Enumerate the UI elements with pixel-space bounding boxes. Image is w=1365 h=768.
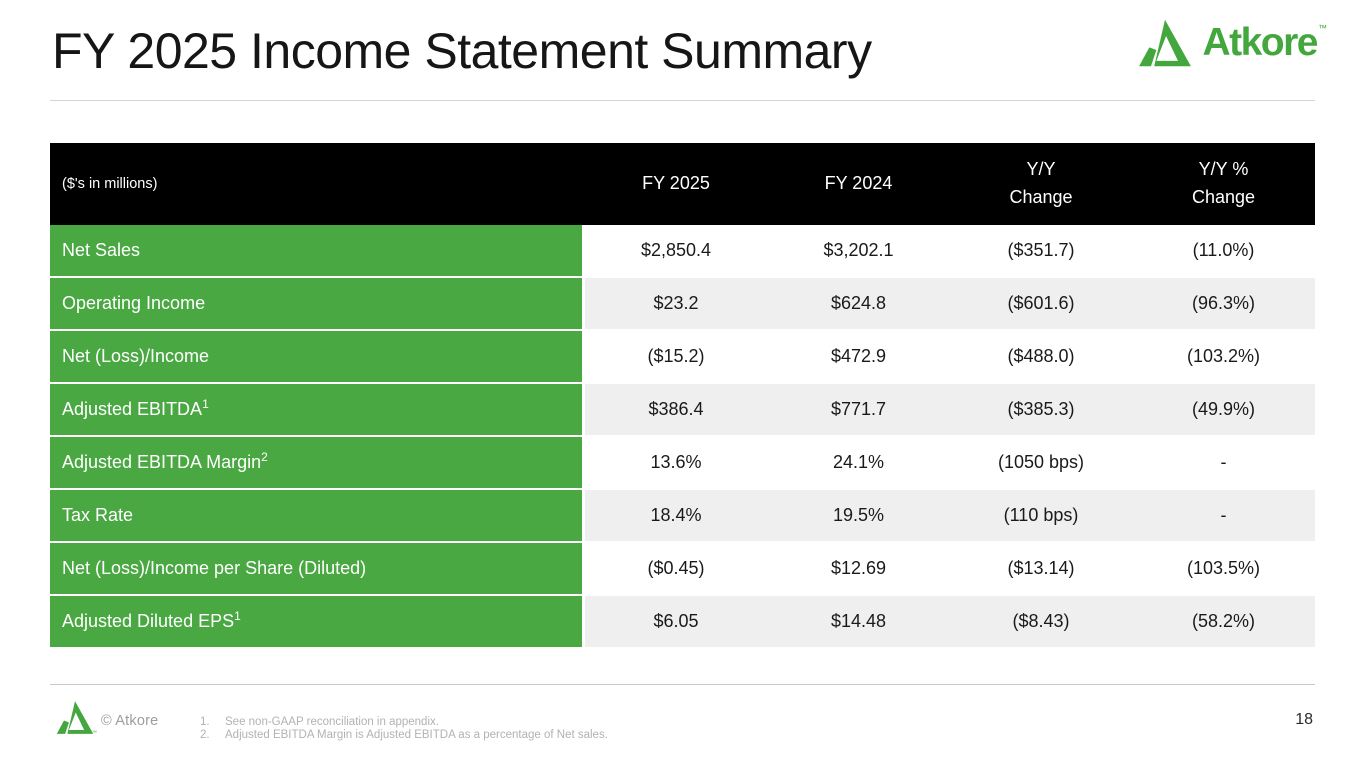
title-divider bbox=[50, 100, 1315, 101]
cell-value: (58.2%) bbox=[1132, 596, 1315, 649]
table-row: Adjusted Diluted EPS1 $6.05 $14.48 ($8.4… bbox=[50, 596, 1315, 649]
footnote-2: 2. Adjusted EBITDA Margin is Adjusted EB… bbox=[200, 729, 608, 742]
row-label: Tax Rate bbox=[50, 490, 585, 543]
cell-value: $14.48 bbox=[767, 596, 950, 649]
cell-value: ($351.7) bbox=[950, 225, 1132, 278]
row-label-text: Tax Rate bbox=[62, 505, 134, 525]
cell-value: ($13.14) bbox=[950, 543, 1132, 596]
cell-value: (96.3%) bbox=[1132, 278, 1315, 331]
row-label: Operating Income bbox=[50, 278, 585, 331]
cell-value: $12.69 bbox=[767, 543, 950, 596]
column-header-yy-change: Y/Y Change bbox=[950, 143, 1132, 225]
cell-value: 18.4% bbox=[585, 490, 767, 543]
row-label: Net (Loss)/Income bbox=[50, 331, 585, 384]
row-label-text: Adjusted EBITDA Margin bbox=[62, 452, 262, 472]
copyright-text: © Atkore bbox=[101, 713, 159, 729]
cell-value: (103.5%) bbox=[1132, 543, 1315, 596]
footnote-number: 2. bbox=[200, 728, 210, 741]
table-row: Tax Rate 18.4% 19.5% (110 bps) - bbox=[50, 490, 1315, 543]
table-row: Adjusted EBITDA1 $386.4 $771.7 ($385.3) … bbox=[50, 384, 1315, 437]
cell-value: - bbox=[1132, 490, 1315, 543]
cell-value: ($8.43) bbox=[950, 596, 1132, 649]
row-label-text: Operating Income bbox=[62, 293, 206, 313]
row-label-text: Net (Loss)/Income bbox=[62, 346, 210, 366]
cell-value: $472.9 bbox=[767, 331, 950, 384]
row-label-text: Net (Loss)/Income per Share (Diluted) bbox=[62, 558, 367, 578]
footnote-superscript: 1 bbox=[234, 609, 241, 623]
row-label-text: Net Sales bbox=[62, 240, 141, 260]
footnote-text: See non-GAAP reconciliation in appendix. bbox=[225, 716, 439, 728]
cell-value: 19.5% bbox=[767, 490, 950, 543]
column-header-fy2024: FY 2024 bbox=[767, 143, 950, 225]
row-label: Adjusted Diluted EPS1 bbox=[50, 596, 585, 649]
atkore-triangle-icon bbox=[56, 701, 94, 734]
atkore-wordmark: Atkore ™ bbox=[1202, 18, 1327, 68]
footer-divider bbox=[50, 684, 1315, 685]
cell-value: $624.8 bbox=[767, 278, 950, 331]
table-row: Operating Income $23.2 $624.8 ($601.6) (… bbox=[50, 278, 1315, 331]
cell-value: $6.05 bbox=[585, 596, 767, 649]
footnotes: 1. See non-GAAP reconciliation in append… bbox=[200, 716, 608, 741]
atkore-triangle-icon bbox=[1139, 19, 1192, 67]
cell-value: $386.4 bbox=[585, 384, 767, 437]
column-header-fy2025: FY 2025 bbox=[585, 143, 767, 225]
cell-value: $23.2 bbox=[585, 278, 767, 331]
page-title: FY 2025 Income Statement Summary bbox=[52, 23, 872, 79]
unit-note: ($'s in millions) bbox=[50, 143, 585, 225]
column-header-yy-pct-change: Y/Y % Change bbox=[1132, 143, 1315, 225]
cell-value: ($15.2) bbox=[585, 331, 767, 384]
row-label-text: Adjusted EBITDA bbox=[62, 399, 203, 419]
footnote-1: 1. See non-GAAP reconciliation in append… bbox=[200, 716, 608, 729]
footer-atkore-logo bbox=[56, 700, 94, 735]
table-row: Net Sales $2,850.4 $3,202.1 ($351.7) (11… bbox=[50, 225, 1315, 278]
row-label: Adjusted EBITDA1 bbox=[50, 384, 585, 437]
cell-value: (49.9%) bbox=[1132, 384, 1315, 437]
cell-value: (110 bps) bbox=[950, 490, 1132, 543]
atkore-logo: Atkore ™ bbox=[1138, 18, 1327, 68]
row-label-text: Adjusted Diluted EPS bbox=[62, 611, 235, 631]
cell-value: ($488.0) bbox=[950, 331, 1132, 384]
row-label: Net Sales bbox=[50, 225, 585, 278]
page-number: 18 bbox=[1295, 711, 1313, 728]
trademark-symbol: ™ bbox=[92, 730, 97, 736]
cell-value: ($601.6) bbox=[950, 278, 1132, 331]
cell-value: 13.6% bbox=[585, 437, 767, 490]
atkore-wordmark-text: Atkore bbox=[1202, 21, 1318, 64]
row-label: Adjusted EBITDA Margin2 bbox=[50, 437, 585, 490]
footnote-number: 1. bbox=[200, 716, 210, 728]
trademark-symbol: ™ bbox=[1318, 23, 1327, 33]
income-statement-table: ($'s in millions) FY 2025 FY 2024 Y/Y Ch… bbox=[50, 143, 1315, 649]
cell-value: (1050 bps) bbox=[950, 437, 1132, 490]
cell-value: $2,850.4 bbox=[585, 225, 767, 278]
row-label: Net (Loss)/Income per Share (Diluted) bbox=[50, 543, 585, 596]
cell-value: $771.7 bbox=[767, 384, 950, 437]
cell-value: ($0.45) bbox=[585, 543, 767, 596]
footnote-superscript: 2 bbox=[261, 450, 268, 464]
table-row: Adjusted EBITDA Margin2 13.6% 24.1% (105… bbox=[50, 437, 1315, 490]
table-row: Net (Loss)/Income per Share (Diluted) ($… bbox=[50, 543, 1315, 596]
cell-value: (11.0%) bbox=[1132, 225, 1315, 278]
cell-value: (103.2%) bbox=[1132, 331, 1315, 384]
footnote-text: Adjusted EBITDA Margin is Adjusted EBITD… bbox=[225, 728, 608, 741]
cell-value: $3,202.1 bbox=[767, 225, 950, 278]
table-row: Net (Loss)/Income ($15.2) $472.9 ($488.0… bbox=[50, 331, 1315, 384]
cell-value: ($385.3) bbox=[950, 384, 1132, 437]
table-header-row: ($'s in millions) FY 2025 FY 2024 Y/Y Ch… bbox=[50, 143, 1315, 225]
footnote-superscript: 1 bbox=[202, 397, 209, 411]
cell-value: - bbox=[1132, 437, 1315, 490]
cell-value: 24.1% bbox=[767, 437, 950, 490]
